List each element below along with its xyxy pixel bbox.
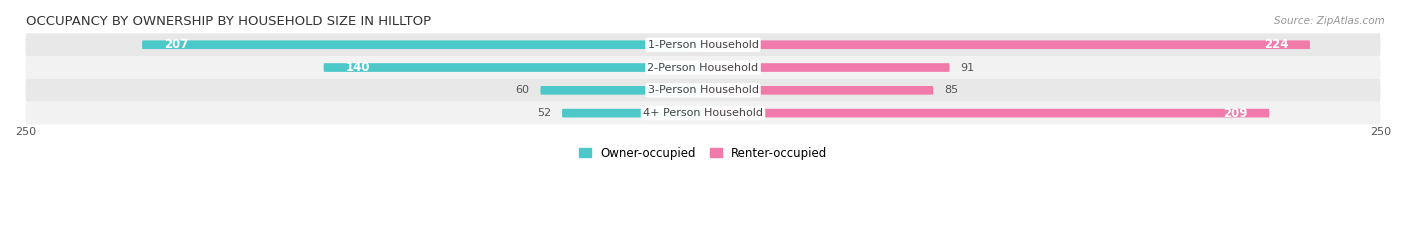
FancyBboxPatch shape — [703, 40, 1310, 49]
Text: OCCUPANCY BY OWNERSHIP BY HOUSEHOLD SIZE IN HILLTOP: OCCUPANCY BY OWNERSHIP BY HOUSEHOLD SIZE… — [25, 15, 430, 28]
Text: 85: 85 — [945, 85, 959, 95]
Text: 4+ Person Household: 4+ Person Household — [643, 108, 763, 118]
FancyBboxPatch shape — [703, 63, 949, 72]
FancyBboxPatch shape — [323, 63, 703, 72]
FancyBboxPatch shape — [25, 102, 1381, 124]
Text: Source: ZipAtlas.com: Source: ZipAtlas.com — [1274, 16, 1385, 26]
Text: 224: 224 — [1264, 38, 1288, 51]
Text: 91: 91 — [960, 62, 974, 72]
Legend: Owner-occupied, Renter-occupied: Owner-occupied, Renter-occupied — [579, 147, 827, 160]
Text: 207: 207 — [163, 38, 188, 51]
Text: 1-Person Household: 1-Person Household — [648, 40, 758, 50]
FancyBboxPatch shape — [25, 56, 1381, 79]
FancyBboxPatch shape — [562, 109, 703, 117]
FancyBboxPatch shape — [540, 86, 703, 95]
Text: 60: 60 — [516, 85, 530, 95]
FancyBboxPatch shape — [703, 86, 934, 95]
Text: 140: 140 — [346, 61, 370, 74]
Text: 2-Person Household: 2-Person Household — [647, 62, 759, 72]
Text: 3-Person Household: 3-Person Household — [648, 85, 758, 95]
FancyBboxPatch shape — [25, 33, 1381, 56]
Text: 209: 209 — [1223, 107, 1247, 120]
FancyBboxPatch shape — [142, 40, 703, 49]
Text: 52: 52 — [537, 108, 551, 118]
FancyBboxPatch shape — [703, 109, 1270, 117]
FancyBboxPatch shape — [25, 79, 1381, 102]
